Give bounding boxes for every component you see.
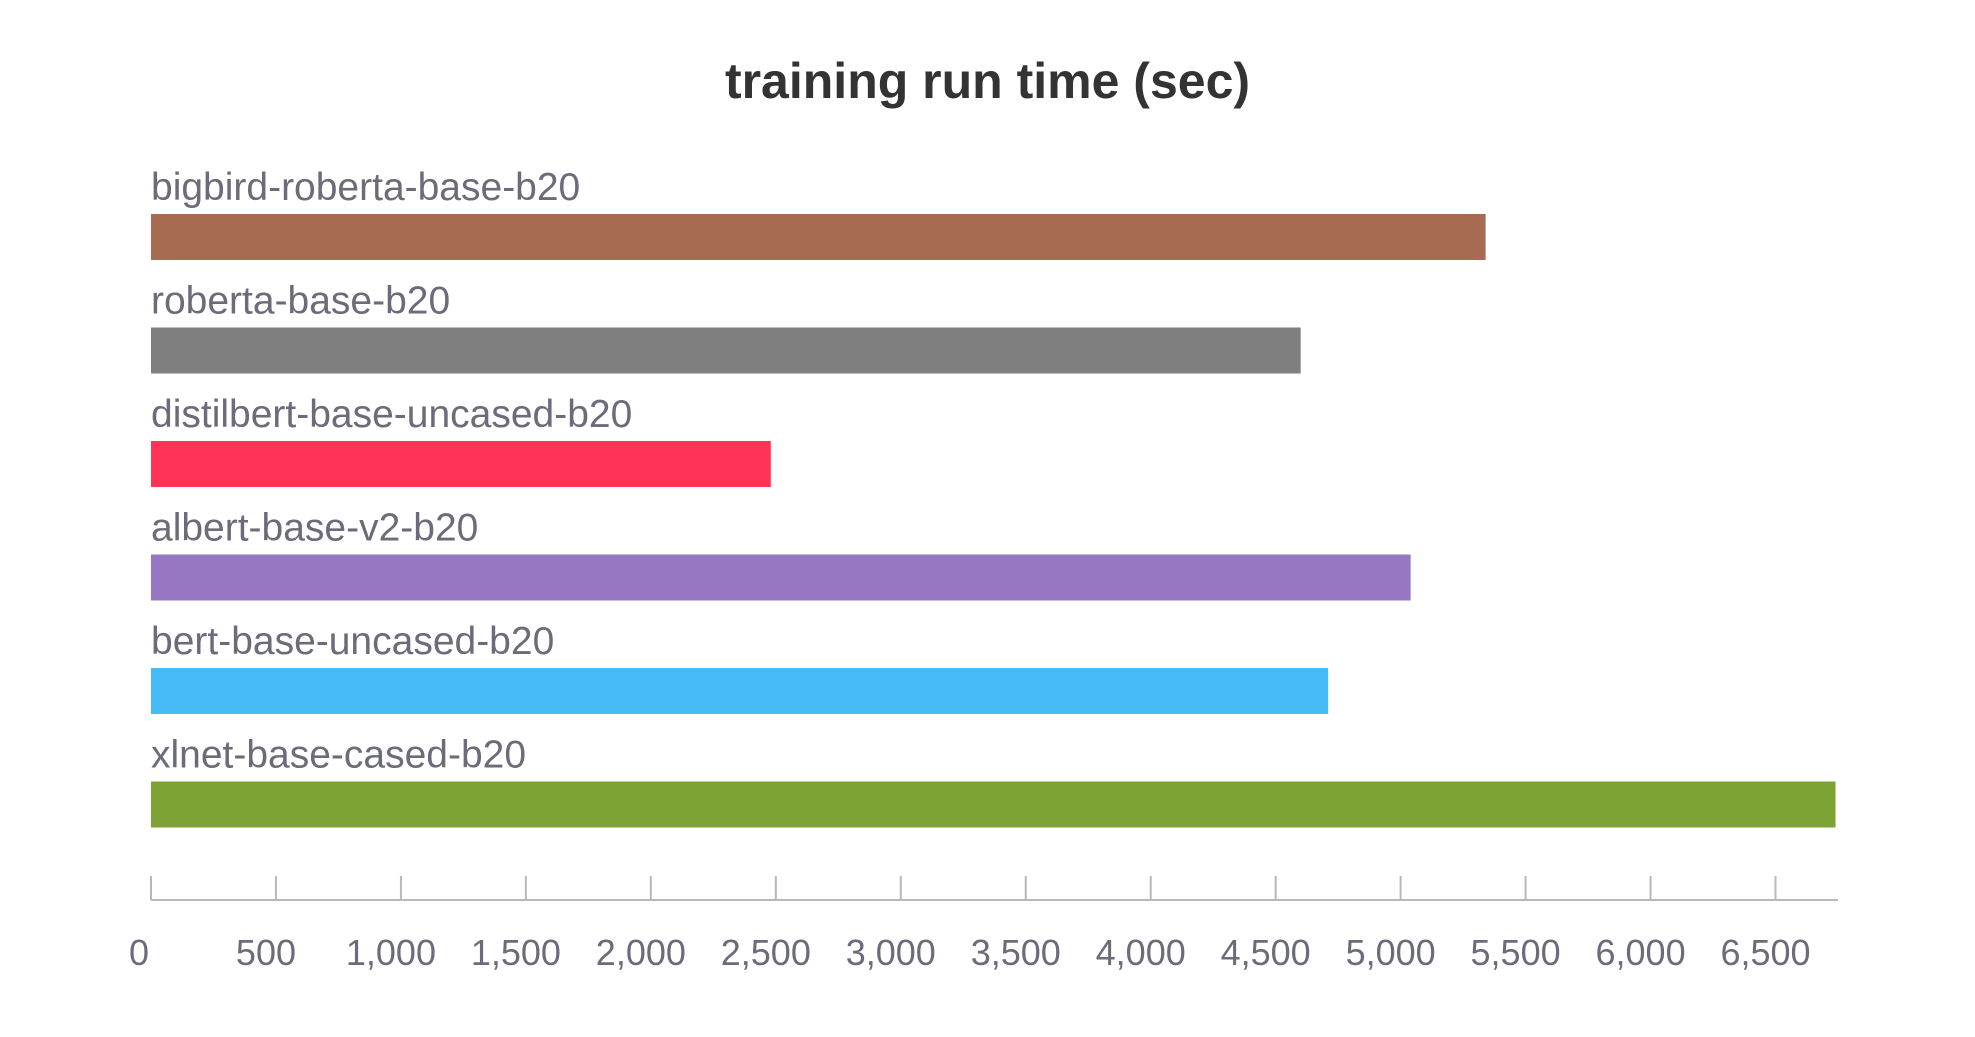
x-tick-label: 0	[129, 932, 149, 973]
x-tick-label: 3,500	[971, 932, 1061, 973]
bar[interactable]	[151, 781, 1836, 828]
x-tick-label: 1,000	[346, 932, 436, 973]
bar[interactable]	[151, 327, 1301, 374]
category-label: roberta-base-b20	[151, 280, 450, 323]
x-tick-label: 4,000	[1096, 932, 1186, 973]
x-tick-label: 5,500	[1471, 932, 1561, 973]
bar[interactable]	[151, 668, 1329, 714]
category-label: bigbird-roberta-base-b20	[151, 166, 580, 209]
x-tick-label: 4,500	[1221, 932, 1311, 973]
chart-title: training run time (sec)	[724, 53, 1251, 109]
bar[interactable]	[151, 441, 771, 487]
x-tick-label: 2,000	[596, 932, 686, 973]
x-tick-label: 5,000	[1346, 932, 1436, 973]
bar[interactable]	[151, 214, 1486, 260]
bar[interactable]	[151, 554, 1411, 601]
bars-group: bigbird-roberta-base-b20 roberta-base-b20…	[151, 166, 1836, 828]
category-label: albert-base-v2-b20	[151, 507, 478, 550]
x-tick-label: 1,500	[471, 932, 561, 973]
category-label: bert-base-uncased-b20	[151, 620, 554, 663]
category-label: distilbert-base-uncased-b20	[151, 393, 632, 436]
category-label: xlnet-base-cased-b20	[151, 734, 526, 777]
x-tick-label: 2,500	[721, 932, 811, 973]
x-axis: 0 500 1,000 1,500 2,000 2,500 3,000 3,500 4,000 4…	[129, 876, 1838, 973]
x-tick-label: 3,000	[846, 932, 936, 973]
x-tick-label: 6,000	[1596, 932, 1686, 973]
x-tick-label: 500	[236, 932, 296, 973]
x-tick-label: 6,500	[1720, 932, 1810, 973]
